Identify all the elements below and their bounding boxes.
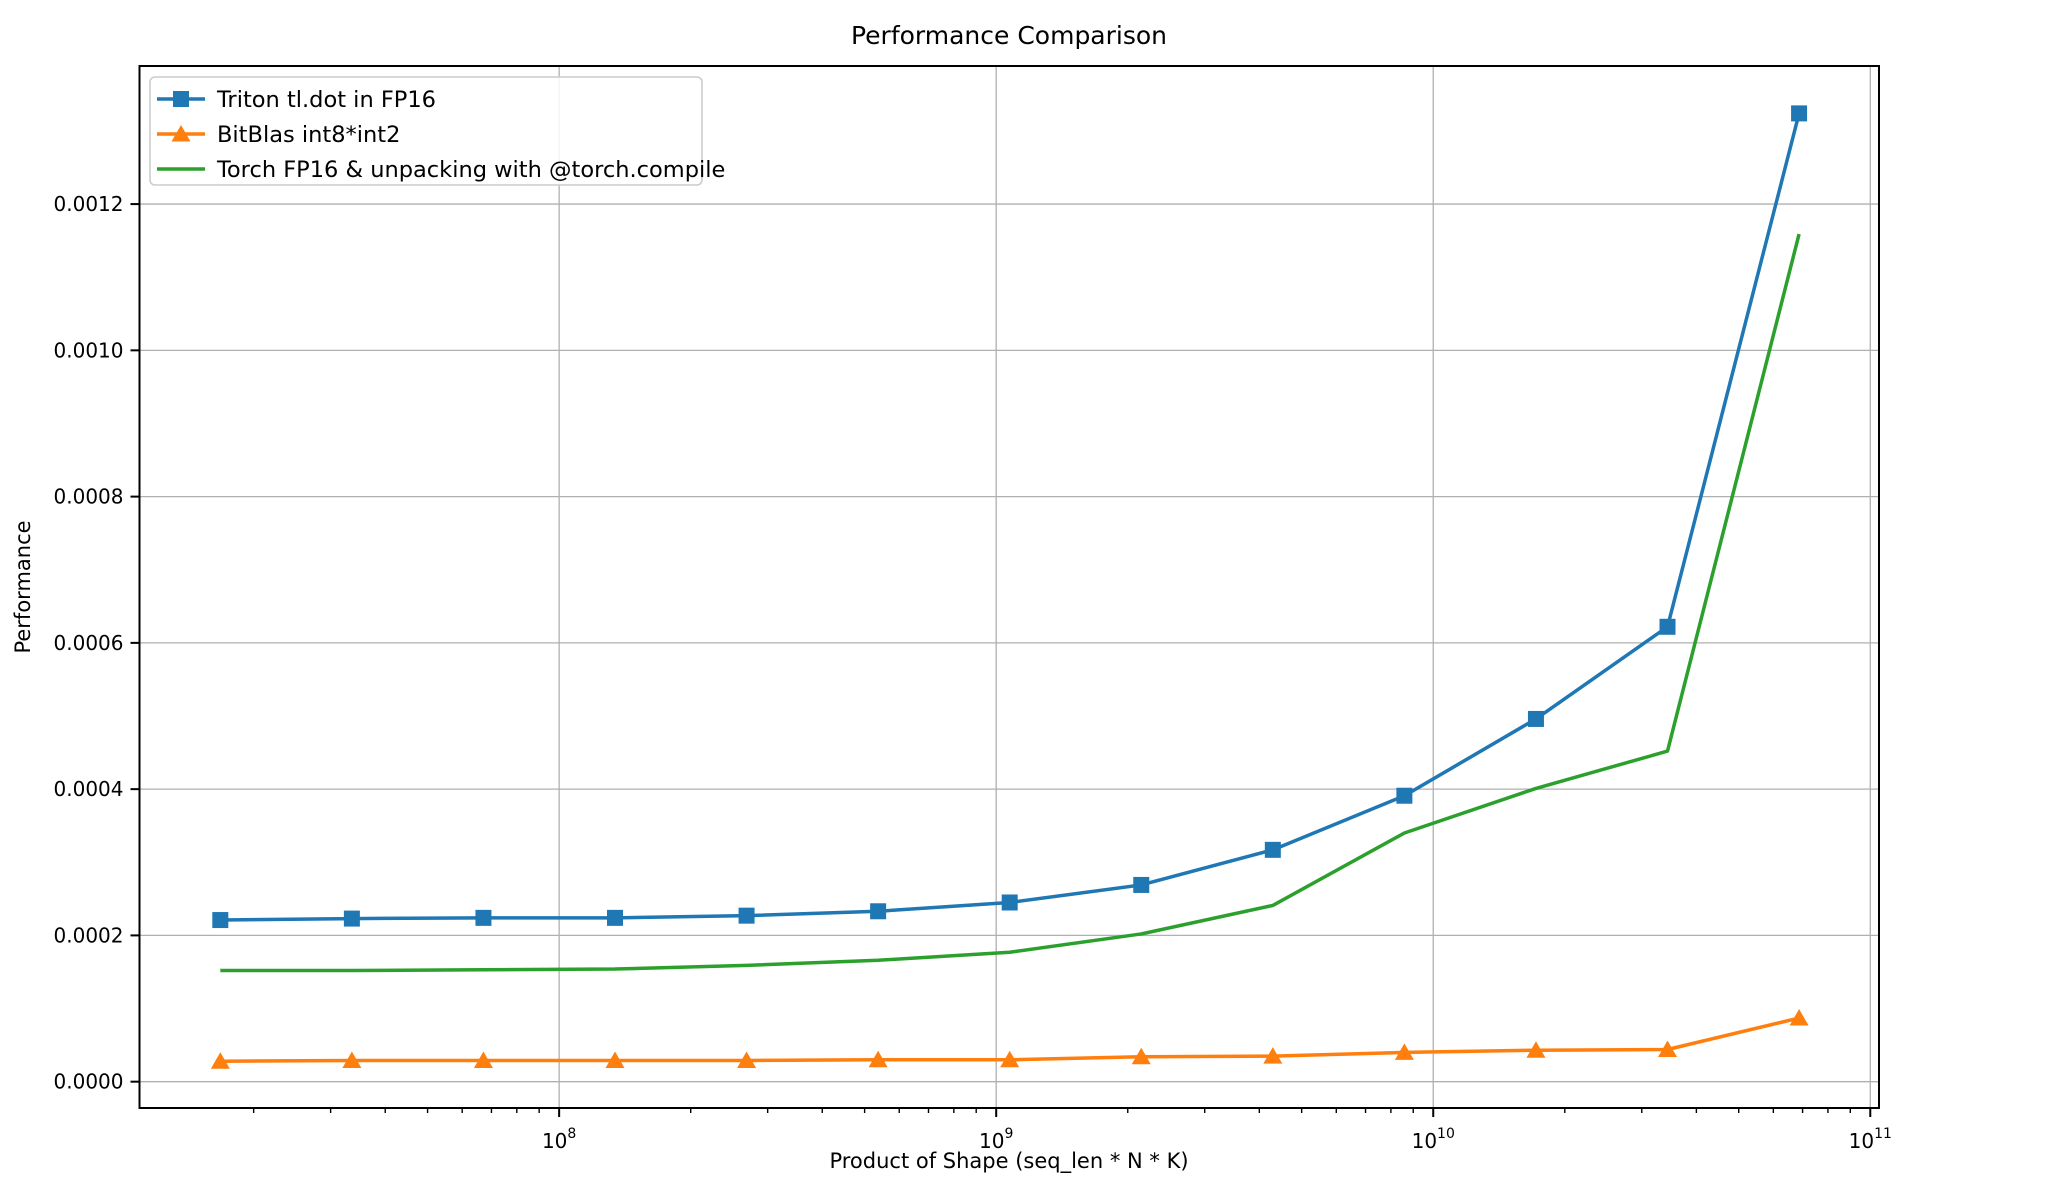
square-marker [738,907,755,924]
triangle-marker [473,1051,493,1068]
series-2 [220,233,1801,973]
square-marker [870,903,887,920]
square-marker [343,910,360,927]
legend-entry-2: Torch FP16 & unpacking with @torch.compi… [157,157,725,183]
triangle-marker [1394,1043,1414,1060]
triangle-marker [605,1051,625,1068]
triangle-marker [342,1051,362,1068]
plot-frame [138,65,1880,1109]
series-line-2 [220,233,1801,973]
y-tick-label: 0.0000 [54,1070,124,1094]
triangle-marker [210,1052,230,1069]
x-tick-label: 1011 [1849,1126,1892,1153]
y-tick-label: 0.0002 [54,923,124,947]
legend-entry-1: BitBlas int8*int2 [157,122,400,148]
y-tick-label: 0.0010 [54,338,124,362]
y-tick-label: 0.0008 [54,485,124,509]
x-tick-label: 1010 [1412,1126,1455,1153]
square-marker [1001,894,1018,911]
triangle-marker [171,125,191,142]
y-axis-label: Performance [11,520,35,653]
square-marker [1659,618,1676,635]
square-marker [212,912,229,929]
legend-entry-0: Triton tl.dot in FP16 [157,87,436,113]
y-tick-label: 0.0012 [54,192,124,216]
y-tick-label: 0.0004 [54,777,124,801]
triangle-marker [737,1051,757,1068]
series-line-0 [220,112,1801,922]
triangle-marker [868,1050,888,1068]
triangle-marker [1526,1041,1546,1058]
square-marker [607,909,624,926]
legend-label: Torch FP16 & unpacking with @torch.compi… [216,157,725,183]
square-marker [1527,710,1544,727]
triangle-marker [1789,1009,1809,1026]
chart-title: Performance Comparison [851,21,1167,50]
square-marker [1133,876,1150,893]
triangle-marker [1658,1040,1678,1057]
legend-box [149,76,703,186]
x-axis-label: Product of Shape (seq_len * N * K) [829,1149,1188,1174]
square-marker [475,909,492,926]
square-marker [1264,841,1281,858]
triangle-marker [1000,1050,1020,1068]
square-marker [1791,105,1808,122]
triangle-marker [1263,1047,1283,1064]
x-tick-label: 108 [542,1126,576,1153]
grid-layer [139,66,1879,1108]
x-tick-label: 109 [979,1126,1013,1153]
legend-label: BitBlas int8*int2 [217,122,400,148]
legend: Triton tl.dot in FP16 BitBlas int8*int2 To… [149,76,725,186]
square-marker [1396,787,1413,804]
y-tick-label: 0.0006 [54,631,124,655]
axes-layer: 0.0000 0.0002 0.0004 0.0006 0.0008 0.0010 0.00… [54,65,1892,1153]
series-0 [212,105,1808,929]
series-1 [210,1009,1809,1069]
triangle-marker [1131,1047,1151,1065]
square-marker [173,91,189,107]
series-layer [210,105,1809,1069]
legend-label: Triton tl.dot in FP16 [216,87,436,113]
